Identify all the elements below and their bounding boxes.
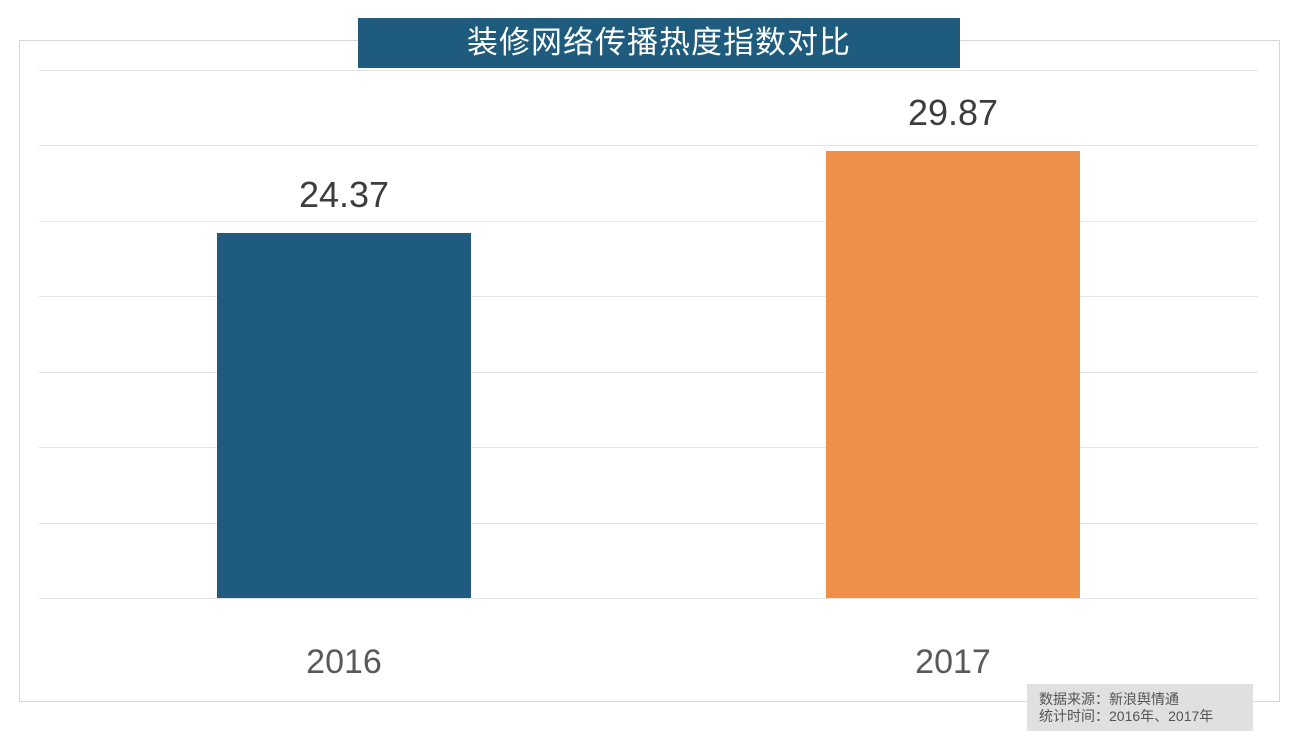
value-label-2017: 29.87: [907, 92, 999, 133]
gridline: [39, 371, 1258, 373]
gridline: [39, 522, 1258, 524]
category-label-2016: 2016: [306, 643, 382, 681]
chart-title-bar: 装修网络传播热度指数对比: [358, 18, 960, 68]
bar-2017: [826, 151, 1080, 598]
source-box: 数据来源：新浪舆情通 统计时间：2016年、2017年: [1027, 684, 1253, 731]
bar-2016: [217, 233, 471, 598]
category-label-2017: 2017: [915, 643, 991, 681]
gridline: [39, 145, 1258, 147]
gridline: [39, 220, 1258, 222]
value-label-2016: 24.37: [298, 174, 390, 215]
source-line: 数据来源：新浪舆情通: [1039, 691, 1179, 707]
gridline: [39, 598, 1258, 599]
gridline: [39, 296, 1258, 298]
period-line: 统计时间：2016年、2017年: [1039, 708, 1214, 724]
gridline: [39, 447, 1258, 449]
chart-title-text: 装修网络传播热度指数对比: [467, 25, 851, 60]
gridline: [39, 70, 1258, 71]
